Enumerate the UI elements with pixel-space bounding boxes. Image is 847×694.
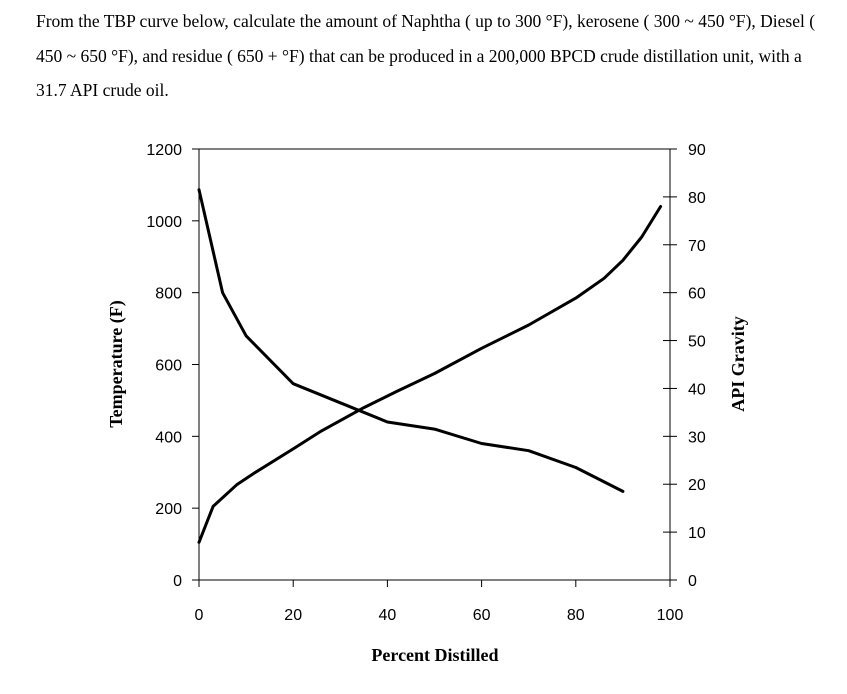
x-tick-label: 40 [379,607,397,624]
y-axis-label: Temperature (F) [106,300,127,427]
y-tick-label: 800 [155,286,182,303]
y-axis-right: 0 10 20 30 40 50 60 70 80 90 [663,142,706,590]
y2-tick-label: 30 [688,429,706,446]
x-tick-label: 60 [473,607,491,624]
y2-tick-label: 60 [688,286,706,303]
y2-tick-label: 40 [688,381,706,398]
x-axis-label: Percent Distilled [371,645,498,665]
y2-axis-label: API Gravity [728,316,748,411]
y2-tick-label: 0 [688,573,697,590]
question-text: From the TBP curve below, calculate the … [36,11,816,100]
temperature-curve [197,205,663,544]
series-group [197,188,663,544]
y2-tick-label: 90 [688,142,706,159]
y2-tick-label: 70 [688,238,706,255]
api-gravity-curve [197,188,625,493]
x-axis: 0 20 40 60 80 100 [195,580,684,624]
y-tick-label: 200 [155,501,182,518]
x-tick-label: 100 [657,607,684,624]
y2-tick-label: 80 [688,190,706,207]
y2-tick-label: 10 [688,525,706,542]
y2-tick-label: 20 [688,477,706,494]
y-tick-label: 600 [155,358,182,375]
x-tick-label: 0 [195,607,204,624]
plot-frame [198,148,671,581]
y-tick-label: 400 [155,429,182,446]
x-tick-label: 20 [284,607,302,624]
y-tick-label: 1200 [146,142,182,159]
y-tick-label: 1000 [146,214,182,231]
y2-tick-label: 50 [688,334,706,351]
y-tick-label: 0 [173,573,182,590]
y-axis-left: 0 200 400 600 800 1000 1200 [146,142,199,590]
x-tick-label: 80 [567,607,585,624]
